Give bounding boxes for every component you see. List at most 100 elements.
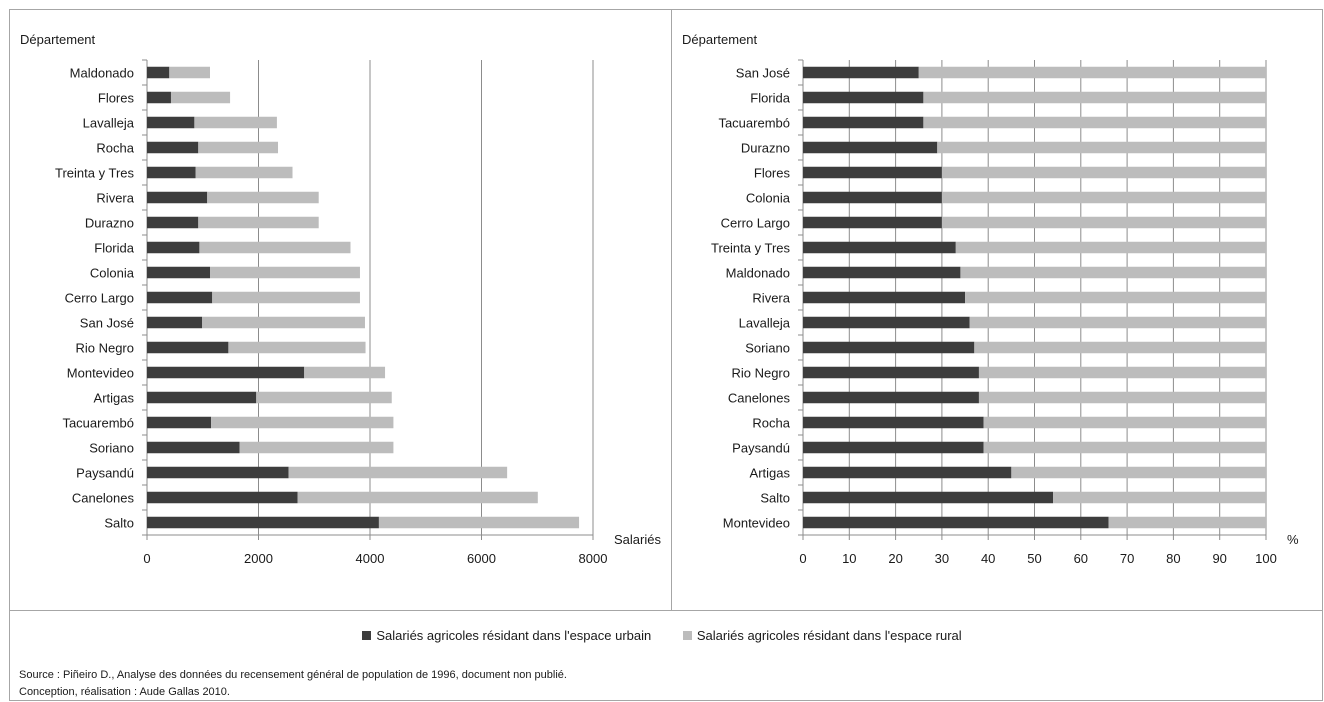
chart1-category-label: Rio Negro	[75, 341, 134, 356]
chart2-bar-urban	[803, 241, 956, 254]
chart2-bar-rural	[941, 191, 1266, 204]
chart2-x-tick-label: 100	[1255, 551, 1277, 566]
chart1-bar-rural	[378, 516, 580, 529]
chart2-x-axis-title: %	[1287, 532, 1299, 547]
chart1-bar-urban	[147, 116, 195, 129]
chart1-category-label: Tacuarembó	[62, 416, 134, 431]
chart2-bar-rural	[937, 141, 1266, 154]
chart2-bar-rural	[983, 441, 1266, 454]
chart2-category-label: Montevideo	[723, 516, 790, 531]
chart2-x-tick-label: 60	[1074, 551, 1088, 566]
chart1-bar-urban	[147, 466, 289, 479]
chart2-bar-rural	[1108, 516, 1266, 529]
chart2-bar-rural	[978, 366, 1266, 379]
chart1-category-label: Florida	[94, 241, 135, 256]
chart1-bar-rural	[199, 241, 351, 254]
chart1-x-tick-label: 6000	[467, 551, 496, 566]
chart1-bar-urban	[147, 291, 213, 304]
chart2-x-tick-label: 40	[981, 551, 995, 566]
chart2-bar-urban	[803, 91, 924, 104]
chart1-bar-urban	[147, 91, 171, 104]
chart2-category-label: Artigas	[750, 466, 791, 481]
chart1-category-label: Lavalleja	[83, 116, 135, 131]
chart2-bar-rural	[955, 241, 1266, 254]
notes: Source : Piñeiro D., Analyse des données…	[19, 667, 567, 701]
chart2-x-tick-label: 50	[1027, 551, 1041, 566]
chart2-bar-rural	[983, 416, 1266, 429]
chart1-category-label: Soriano	[89, 441, 134, 456]
chart2-category-label: Treinta y Tres	[711, 241, 790, 256]
chart2-bar-urban	[803, 66, 919, 79]
chart1-bar-urban	[147, 166, 196, 179]
chart1-category-label: Colonia	[90, 266, 135, 281]
chart2-x-tick-label: 20	[888, 551, 902, 566]
chart1-category-label: Canelones	[72, 491, 135, 506]
legend-label-rural: Salariés agricoles résidant dans l'espac…	[696, 628, 962, 643]
chart1-bar-rural	[194, 116, 277, 129]
chart2-category-label: Florida	[750, 91, 791, 106]
chart1-category-label: Flores	[98, 91, 135, 106]
chart1-x-tick-label: 2000	[244, 551, 273, 566]
figure-frame	[9, 9, 1323, 701]
chart2-category-label: Tacuarembó	[718, 116, 790, 131]
chart2-category-label: Lavalleja	[739, 316, 791, 331]
chart1-bar-urban	[147, 516, 379, 529]
chart2-bar-rural	[965, 291, 1266, 304]
chart1-bar-rural	[297, 491, 538, 504]
chart1-bar-rural	[239, 441, 394, 454]
chart2-category-label: Flores	[754, 166, 791, 181]
chart1-bar-urban	[147, 66, 170, 79]
chart1-bar-rural	[256, 391, 392, 404]
chart2-bar-rural	[941, 216, 1266, 229]
chart2-bar-rural	[941, 166, 1266, 179]
credits-note: Conception, réalisation : Aude Gallas 20…	[19, 686, 230, 698]
chart1-category-label: Rivera	[96, 191, 134, 206]
chart2-category-label: Cerro Largo	[721, 216, 790, 231]
chart2-bar-urban	[803, 141, 938, 154]
chart1-bar-urban	[147, 316, 203, 329]
chart1-y-axis-title: Département	[20, 32, 96, 47]
chart1-x-tick-label: 8000	[579, 551, 608, 566]
legend-swatch-rural	[682, 631, 692, 640]
chart2-bar-urban	[803, 391, 979, 404]
chart2-bar-urban	[803, 291, 966, 304]
chart1-bar-rural	[198, 216, 319, 229]
chart-salaries-percent: Département % 0 10 20 30 40 50 60 70 80 90 100 San …	[682, 32, 1299, 566]
chart1-bar-urban	[147, 366, 305, 379]
chart1-x-axis-title: Salariés	[614, 532, 661, 547]
chart2-x-tick-label: 0	[799, 551, 806, 566]
chart1-bar-rural	[169, 66, 210, 79]
chart1-category-label: Maldonado	[70, 66, 134, 81]
chart1-category-label: Cerro Largo	[65, 291, 134, 306]
chart2-category-label: Durazno	[741, 141, 790, 156]
chart1-bar-rural	[212, 291, 360, 304]
chart1-bar-rural	[198, 141, 279, 154]
chart2-x-tick-label: 30	[935, 551, 949, 566]
chart2-x-tick-label: 80	[1166, 551, 1180, 566]
chart1-bar-rural	[195, 166, 293, 179]
chart1-x-tick-label: 0	[143, 551, 150, 566]
chart2-bar-urban	[803, 366, 979, 379]
chart2-category-label: Maldonado	[726, 266, 790, 281]
chart2-bar-urban	[803, 516, 1109, 529]
chart1-bar-urban	[147, 241, 200, 254]
chart2-bar-rural	[1011, 466, 1266, 479]
chart1-bar-urban	[147, 441, 240, 454]
chart2-x-tick-label: 90	[1212, 551, 1226, 566]
chart1-x-tick-label: 4000	[356, 551, 385, 566]
panel-divider-vertical	[671, 10, 672, 610]
chart1-bar-rural	[209, 266, 360, 279]
chart2-bar-rural	[974, 341, 1266, 354]
chart1-bar-rural	[207, 191, 319, 204]
chart2-category-label: Colonia	[746, 191, 791, 206]
chart1-bar-urban	[147, 191, 208, 204]
legend-item-rural: Salariés agricoles résidant dans l'espac…	[682, 628, 962, 643]
chart-salaries-count: Département Salariés 0 2000 4000 6000 8000 Ma…	[20, 32, 661, 566]
chart2-category-label: Soriano	[745, 341, 790, 356]
chart2-category-label: Rocha	[752, 416, 790, 431]
chart2-bar-urban	[803, 491, 1054, 504]
chart2-bar-urban	[803, 341, 975, 354]
chart1-bar-rural	[202, 316, 365, 329]
chart2-bar-urban	[803, 266, 961, 279]
chart2-bar-urban	[803, 466, 1012, 479]
